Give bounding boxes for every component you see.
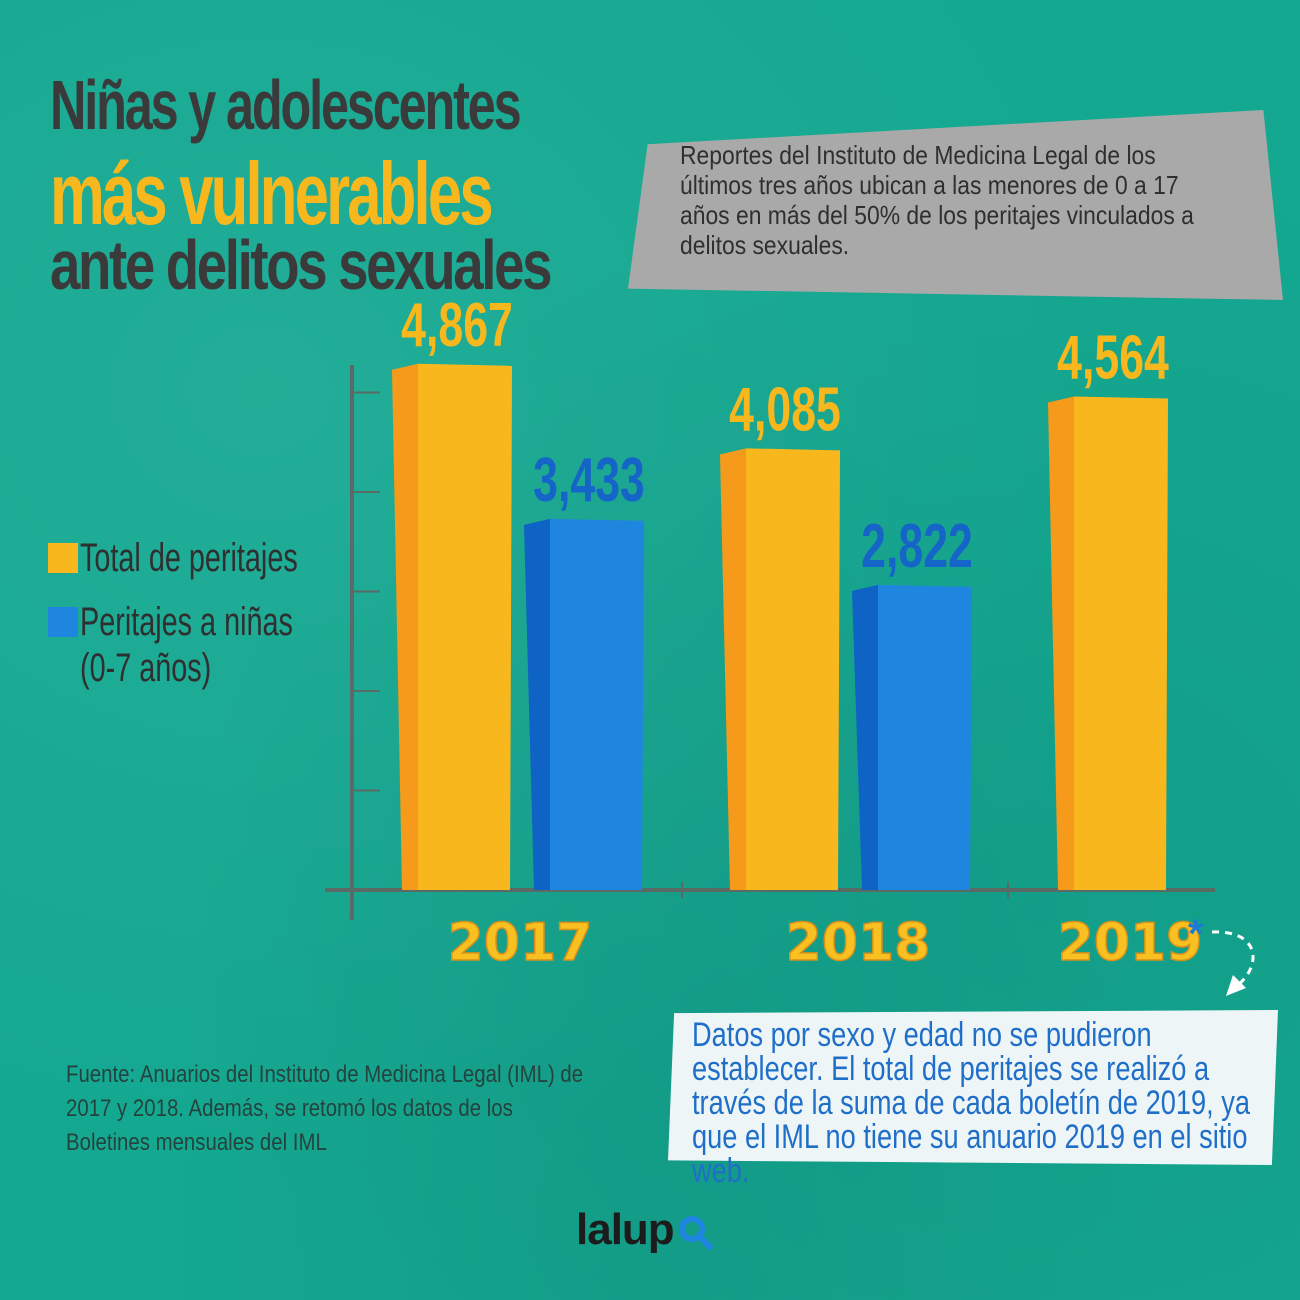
- source-text: Fuente: Anuarios del Instituto de Medici…: [66, 1061, 584, 1156]
- legend: Total de peritajes Peritajes a niñas (0-…: [48, 535, 382, 709]
- bar-total-2018: [746, 448, 840, 890]
- bar-total-2019: [1074, 396, 1168, 890]
- value-label-ninas-2018: 2,822: [861, 512, 973, 581]
- note-arrow: [1211, 930, 1255, 987]
- value-label-total-2019: 4,564: [1057, 323, 1169, 392]
- x-tick-label-2017: 2017: [448, 913, 593, 973]
- description-text: Reportes del Instituto de Medicina Legal…: [680, 140, 1194, 260]
- legend-swatch-ninas: [48, 607, 78, 637]
- legend-label-total: Total de peritajes: [80, 536, 298, 580]
- title-block: Niñas y adolescentes más vulnerables ant…: [50, 70, 690, 310]
- bar-ninas-2017-side: [524, 518, 550, 890]
- logo: lalup: [576, 1205, 716, 1255]
- legend-item-total: Total de peritajes: [48, 535, 382, 581]
- title-line-3: ante delitos sexuales: [50, 226, 552, 304]
- value-label-ninas-2017: 3,433: [533, 446, 645, 515]
- description-box: [628, 110, 1283, 300]
- bar-ninas-2018-side: [852, 584, 878, 890]
- title-line-2: más vulnerables: [50, 144, 494, 243]
- legend-swatch-total: [48, 543, 78, 573]
- legend-item-ninas: Peritajes a niñas (0-7 años): [48, 599, 382, 691]
- bar-total-2017-side: [392, 363, 418, 890]
- note-box: [668, 1010, 1278, 1165]
- bar-total-2018-side: [720, 448, 746, 890]
- footnote-asterisk: *: [1188, 912, 1204, 956]
- bar-total-2019-side: [1048, 396, 1074, 890]
- value-label-total-2018: 4,085: [729, 375, 841, 444]
- value-label-total-2017: 4,867: [401, 291, 513, 360]
- x-tick-label-2018: 2018: [786, 913, 931, 973]
- x-tick-label-2019: 2019: [1058, 913, 1203, 973]
- legend-label-ninas: Peritajes a niñas (0-7 años): [80, 600, 293, 690]
- bar-total-2017: [418, 363, 512, 890]
- bar-ninas-2018: [878, 584, 972, 890]
- magnifier-icon: [678, 1216, 713, 1250]
- note-arrow-head: [1226, 975, 1246, 996]
- note-text: Datos por sexo y edad no se pudieron est…: [692, 1016, 1250, 1190]
- bar-ninas-2017: [550, 518, 644, 890]
- logo-text: lalup: [576, 1205, 675, 1254]
- title-line-1: Niñas y adolescentes: [50, 66, 522, 144]
